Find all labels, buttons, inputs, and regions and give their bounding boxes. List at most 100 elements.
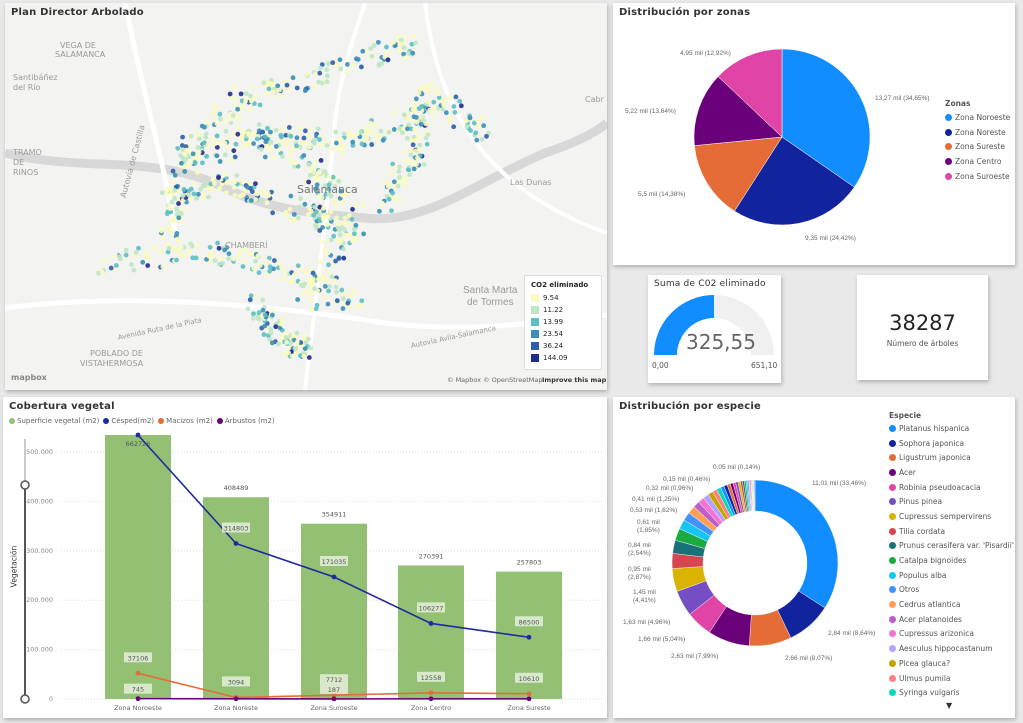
legend-item[interactable]: Sophora japonica [889,436,1014,451]
vegetation-combo-panel: Cobertura vegetal Superficie vegetal (m2… [3,397,607,718]
tree-point [291,212,297,217]
legend-item[interactable]: Aesculus hippocastanum [889,641,1014,656]
tree-point [413,40,418,46]
legend-label: Platanus hispanica [899,423,970,433]
pie-chart[interactable] [613,3,1015,265]
tree-point [295,215,301,221]
tree-point [305,134,311,139]
tree-point [216,175,221,181]
tree-point [330,60,336,66]
tree-point [172,196,177,202]
legend-label: Cupressus arizonica [899,629,974,639]
combo-chart[interactable]: 0 100.000 200.000 300.000 400.000 500.000 6627… [3,397,607,718]
tree-point [357,302,363,308]
tree-point [464,124,470,130]
legend-label: Superficie vegetal (m2) [17,417,100,425]
legend-item[interactable]: Otros [889,583,1014,598]
tree-point [176,188,182,193]
tree-point [329,237,334,243]
tree-point [187,249,193,255]
tree-point [402,174,408,180]
map-panel: Plan Director Arbolado VEGA DE SALAMANCA… [5,3,607,390]
legend-item[interactable]: Ligustrum japonica [889,450,1014,465]
line-point [331,696,337,702]
tree-point [248,98,254,104]
donut-chart[interactable] [613,397,1015,718]
tree-point [258,147,264,152]
tree-point [416,133,422,139]
tree-point [429,81,435,87]
legend-item[interactable]: Picea glauca? [889,656,1014,671]
legend-item[interactable]: Cupressus arizonica [889,627,1014,642]
legend-item[interactable]: Zona Suroeste [945,169,1010,184]
legend-marker [889,498,896,506]
legend-item[interactable]: Syringa vulgaris [889,685,1014,700]
tree-point [264,200,270,206]
improve-map-link[interactable]: Improve this map [542,376,607,384]
tree-point [278,321,284,327]
tree-point [307,126,313,132]
legend-marker [889,468,896,476]
legend-item[interactable]: Zona Centro [945,154,1010,169]
tree-point [384,44,389,50]
legend-item[interactable]: Zona Noroeste [945,110,1010,125]
tree-point [174,236,180,242]
legend-item[interactable]: Superficie vegetal (m2) [9,417,99,425]
zoom-slider-handle[interactable] [20,694,30,704]
legend-item[interactable]: Macizos (m2) [158,417,213,425]
tree-point [301,353,307,359]
legend-item[interactable]: Catalpa bignoides [889,553,1014,568]
tree-point [376,133,382,138]
tree-point [200,183,206,189]
tree-point [225,145,231,151]
legend-item[interactable]: Ulmus pumila [889,671,1014,686]
tree-point [271,258,277,263]
tree-point [399,37,404,43]
legend-label: Prunus cerasifera var. 'Pisardii' [899,541,1014,551]
tree-point [317,204,323,210]
tree-point [375,39,381,45]
legend-item[interactable]: Tilia cordata [889,524,1014,539]
donut-data-label: 1,66 mil (5,04%) [638,636,686,643]
legend-item[interactable]: Acer [889,465,1014,480]
tree-point [322,293,327,299]
legend-item[interactable]: Cupressus sempervirens [889,509,1014,524]
legend-item[interactable]: Populus alba [889,568,1014,583]
legend-item[interactable]: Zona Noreste [945,125,1010,140]
y-tick-label: 200.000 [26,596,53,604]
legend-item[interactable]: Acer platanoides [889,612,1014,627]
x-tick-label: Zona Noreste [214,704,258,712]
tree-point [179,245,184,250]
legend-scroll-down-icon[interactable]: ▼ [946,701,953,710]
zoom-slider-handle[interactable] [20,480,30,490]
place-label: TRAMO [13,148,42,157]
tree-point [304,72,310,78]
tree-point [174,257,179,263]
map-canvas[interactable] [5,3,607,390]
legend-marker [889,645,896,653]
place-label: del Río [13,83,41,92]
legend-item[interactable]: Robinia pseudoacacia [889,480,1014,495]
tree-point [184,147,190,153]
legend-item[interactable]: Césped(m2) [103,417,154,425]
legend-item[interactable]: Cedrus atlantica [889,597,1014,612]
legend-item[interactable]: Zona Sureste [945,139,1010,154]
tree-point [412,126,418,132]
tree-point [396,169,402,174]
pie-legend-items: Zona Noroeste Zona Noreste Zona Sureste Zon… [945,110,1010,183]
tree-point [279,264,284,270]
tree-point [211,104,216,109]
legend-item[interactable]: Arbustos (m2) [216,417,275,425]
tree-point [188,241,193,247]
tree-point [317,228,323,233]
attribution[interactable]: © Mapbox © OpenStreetMap [447,376,543,384]
data-label-bg [320,683,348,694]
legend-item[interactable]: Pinus pinea [889,494,1014,509]
line-point [135,432,141,438]
tree-point [349,217,355,222]
tree-point [239,136,245,141]
legend-item[interactable]: Prunus cerasifera var. 'Pisardii' [889,539,1014,554]
legend-item[interactable]: Platanus hispanica [889,421,1014,436]
mapbox-logo[interactable]: mapbox [11,373,47,382]
tree-point [338,238,343,244]
